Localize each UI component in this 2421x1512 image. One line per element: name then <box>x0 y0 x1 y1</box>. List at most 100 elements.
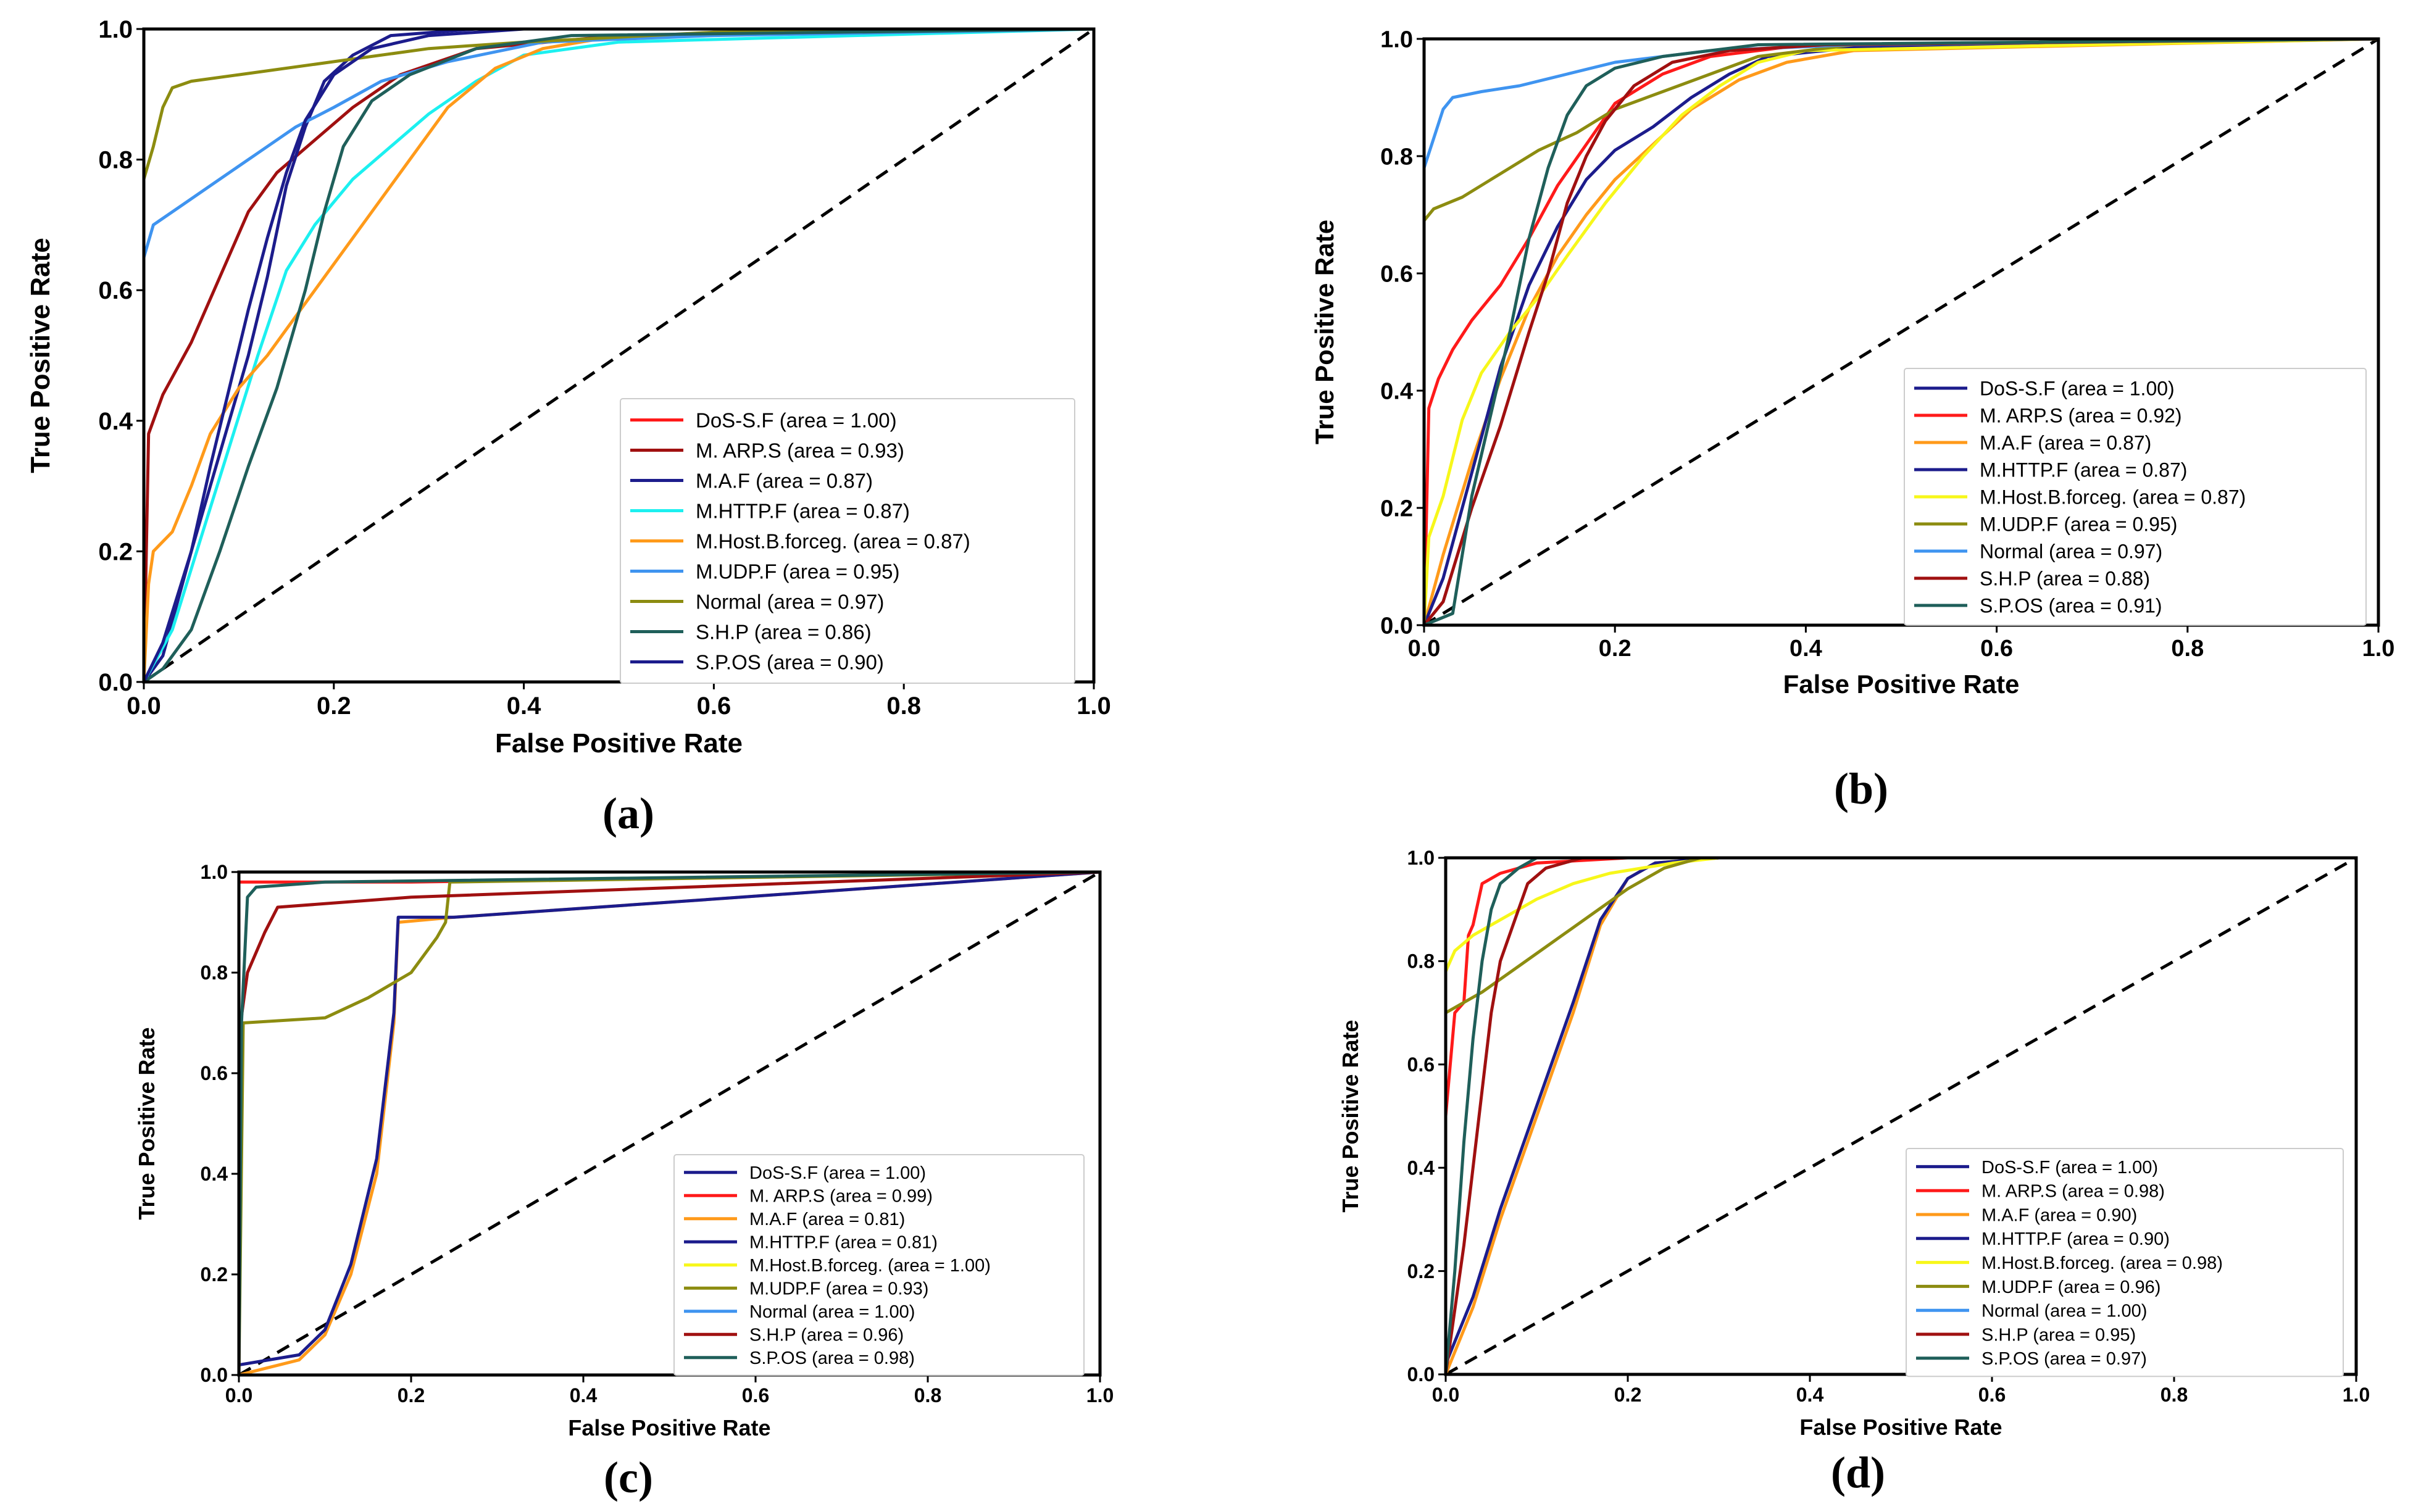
legend-entry: S.H.P (area = 0.88) <box>1980 568 2150 590</box>
y-axis-label: True Positive Rate <box>134 1027 159 1219</box>
roc-series-line-4 <box>1424 39 2378 625</box>
plot-frame <box>142 27 1096 684</box>
y-tick-label: 0.8 <box>1380 144 1413 170</box>
y-tick-label: 0.6 <box>98 277 133 304</box>
x-tick-label: 0.2 <box>1614 1384 1641 1406</box>
legend-entry: M.UDP.F (area = 0.95) <box>696 560 899 583</box>
legend-entry: M.Host.B.forceg. (area = 0.87) <box>1980 486 2246 509</box>
roc-panel-b: 0.0 0.2 0.4 0.6 0.8 1.0 0.0 0.2 0.4 0.6 0.8 1.0 Fals… <box>1310 27 2394 813</box>
x-tick-label: 0.6 <box>1978 1384 2006 1406</box>
x-tick-label: 0.2 <box>1599 636 1631 662</box>
x-tick-label: 0.8 <box>2171 636 2204 662</box>
roc-series-line-9 <box>144 29 1094 682</box>
panel-label: (a) <box>602 789 654 838</box>
x-tick-label: 0.2 <box>317 692 351 720</box>
x-tick-label: 0.0 <box>127 692 161 720</box>
x-tick-label: 0.4 <box>1790 636 1822 662</box>
x-tick-label: 0.4 <box>507 692 541 720</box>
legend-entry: M.Host.B.forceg. (area = 1.00) <box>749 1256 991 1276</box>
legend-entry: M.A.F (area = 0.87) <box>1980 432 2151 454</box>
roc-series-line-8 <box>144 29 1094 682</box>
legend-entry: S.P.OS (area = 0.91) <box>1980 595 2162 617</box>
legend-entry: Normal (area = 1.00) <box>1981 1302 2147 1321</box>
x-axis-label: False Positive Rate <box>568 1415 770 1440</box>
y-tick-label: 0.4 <box>98 408 133 435</box>
legend-entry: M.UDP.F (area = 0.93) <box>749 1279 928 1299</box>
legend-entry: M.HTTP.F (area = 0.81) <box>749 1233 938 1253</box>
roc-series-line-6 <box>1424 39 2378 625</box>
roc-series-line-3 <box>239 872 1100 1375</box>
y-tick-label: 0.4 <box>1407 1157 1435 1179</box>
roc-series-line-8 <box>1424 39 2378 625</box>
legend-entry: M. ARP.S (area = 0.92) <box>1980 405 2182 427</box>
panel-label: (c) <box>604 1453 653 1502</box>
legend-entry: M.A.F (area = 0.90) <box>1981 1205 2137 1225</box>
legend-entry: M.A.F (area = 0.87) <box>696 469 873 492</box>
x-tick-label: 0.0 <box>225 1384 252 1406</box>
legend-entry: Normal (area = 1.00) <box>749 1302 915 1322</box>
legend-entry: S.P.OS (area = 0.97) <box>1981 1349 2147 1369</box>
roc-series-line-2 <box>1424 39 2378 625</box>
legend-entry: M.Host.B.forceg. (area = 0.98) <box>1981 1253 2223 1273</box>
x-tick-label: 0.6 <box>1980 636 2013 662</box>
y-tick-label: 0.0 <box>1407 1363 1435 1385</box>
legend-entry: S.P.OS (area = 0.98) <box>749 1348 915 1368</box>
legend-entry: DoS-S.F (area = 1.00) <box>1981 1158 2158 1178</box>
legend-entry: S.H.P (area = 0.86) <box>696 620 872 643</box>
legend-box <box>1904 368 2367 626</box>
legend-box <box>620 398 1075 684</box>
x-tick-label: 0.6 <box>697 692 731 720</box>
legend-entry: Normal (area = 0.97) <box>1980 541 2162 563</box>
legend-entry: M. ARP.S (area = 0.98) <box>1981 1182 2165 1202</box>
x-tick-label: 0.8 <box>2161 1384 2188 1406</box>
y-tick-label: 0.6 <box>201 1062 228 1084</box>
legend-entry: M.HTTP.F (area = 0.87) <box>696 499 910 522</box>
x-tick-label: 1.0 <box>2362 636 2395 662</box>
legend-entry: S.H.P (area = 0.96) <box>749 1326 904 1345</box>
y-axis-label: True Positive Rate <box>1310 220 1339 444</box>
roc-series-line-4 <box>239 872 1100 1367</box>
x-tick-label: 0.4 <box>570 1384 598 1406</box>
legend-entry: DoS-S.F (area = 1.00) <box>1980 378 2175 400</box>
roc-panel-d: 0.0 0.2 0.4 0.6 0.8 1.0 0.0 0.2 0.4 0.6 0.8 1.0 Fals… <box>1338 847 2370 1497</box>
y-tick-label: 0.6 <box>1407 1053 1435 1076</box>
legend-entry: S.P.OS (area = 0.90) <box>696 650 884 673</box>
chance-diagonal-line <box>1424 39 2378 625</box>
roc-panel-a: 0.0 0.2 0.4 0.6 0.8 1.0 0.0 0.2 0.4 0.6 0.8 1.0 Fals… <box>25 16 1111 838</box>
y-axis-label: True Positive Rate <box>25 238 56 473</box>
legend-entry: Normal (area = 0.97) <box>696 590 884 613</box>
y-tick-label: 0.0 <box>98 669 133 696</box>
legend-entry: M.Host.B.forceg. (area = 0.87) <box>696 530 970 552</box>
roc-series-line-3 <box>1424 39 2378 625</box>
x-axis-label: False Positive Rate <box>1783 670 2020 699</box>
y-tick-label: 0.8 <box>98 147 133 174</box>
y-tick-label: 0.2 <box>1380 496 1413 521</box>
x-tick-label: 0.8 <box>886 692 921 720</box>
y-tick-label: 0.4 <box>201 1163 228 1185</box>
y-tick-label: 1.0 <box>1407 847 1435 869</box>
legend-entry: M.UDP.F (area = 0.95) <box>1980 513 2177 536</box>
y-tick-label: 0.8 <box>201 962 228 984</box>
plot-area <box>239 872 1100 1375</box>
legend-entry: DoS-S.F (area = 1.00) <box>749 1163 926 1183</box>
legend-box <box>673 1154 1085 1376</box>
y-tick-label: 0.2 <box>98 538 133 565</box>
legend-entry: DoS-S.F (area = 1.00) <box>696 409 897 431</box>
x-tick-label: 0.8 <box>914 1384 941 1406</box>
x-tick-label: 0.4 <box>1796 1384 1824 1406</box>
legend-entry: S.H.P (area = 0.95) <box>1981 1325 2136 1345</box>
y-tick-label: 0.4 <box>1380 378 1413 404</box>
plot-area <box>1424 39 2378 625</box>
plot-frame <box>1422 37 2380 627</box>
y-tick-label: 1.0 <box>201 861 228 883</box>
y-tick-label: 0.0 <box>1380 613 1413 639</box>
panel-label: (b) <box>1834 764 1888 813</box>
legend-entry: M. ARP.S (area = 0.99) <box>749 1187 933 1207</box>
legend-box <box>1906 1148 2344 1377</box>
roc-series-line-7 <box>144 29 1094 682</box>
x-tick-label: 0.6 <box>742 1384 769 1406</box>
chance-diagonal-line <box>144 29 1094 682</box>
x-tick-label: 1.0 <box>2343 1384 2370 1406</box>
y-tick-label: 0.6 <box>1380 261 1413 287</box>
roc-panel-c: 0.0 0.2 0.4 0.6 0.8 1.0 0.0 0.2 0.4 0.6 0.8 1.0 Fals… <box>134 861 1114 1502</box>
